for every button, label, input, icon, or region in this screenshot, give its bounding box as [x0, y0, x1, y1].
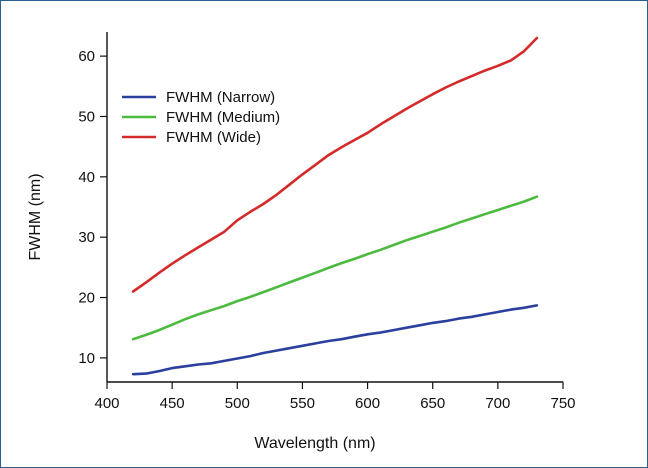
x-axis-title: Wavelength (nm)	[254, 435, 375, 452]
y-tick-label: 60	[78, 48, 95, 65]
x-tick-label: 400	[94, 395, 119, 412]
axes	[106, 32, 563, 383]
y-ticks: 10 20 30 40 50 60	[78, 48, 107, 367]
legend-label: FWHM (Wide)	[166, 129, 261, 146]
y-tick-label: 10	[78, 350, 95, 367]
series-line-2	[131, 195, 539, 341]
x-tick-label: 550	[290, 395, 315, 412]
x-tick-label: 750	[550, 395, 575, 412]
x-tick-label: 450	[160, 395, 185, 412]
series-lines	[131, 36, 539, 376]
y-axis-title: FWHM (nm)	[27, 173, 44, 260]
x-tick-label: 650	[420, 395, 445, 412]
x-ticks: 400 450 500 550 600 650 700 750	[94, 382, 576, 412]
y-tick-label: 50	[78, 108, 95, 125]
series-line-1	[131, 304, 539, 376]
legend-label: FWHM (Medium)	[166, 109, 280, 126]
x-tick-label: 600	[355, 395, 380, 412]
x-tick-label: 500	[225, 395, 250, 412]
x-tick-label: 700	[485, 395, 510, 412]
series-line-3	[131, 36, 539, 293]
y-tick-label: 40	[78, 169, 95, 186]
y-tick-label: 20	[78, 290, 95, 307]
y-tick-label: 30	[78, 229, 95, 246]
legend-label: FWHM (Narrow)	[166, 89, 275, 106]
legend: FWHM (Narrow) FWHM (Medium) FWHM (Wide)	[122, 89, 280, 146]
